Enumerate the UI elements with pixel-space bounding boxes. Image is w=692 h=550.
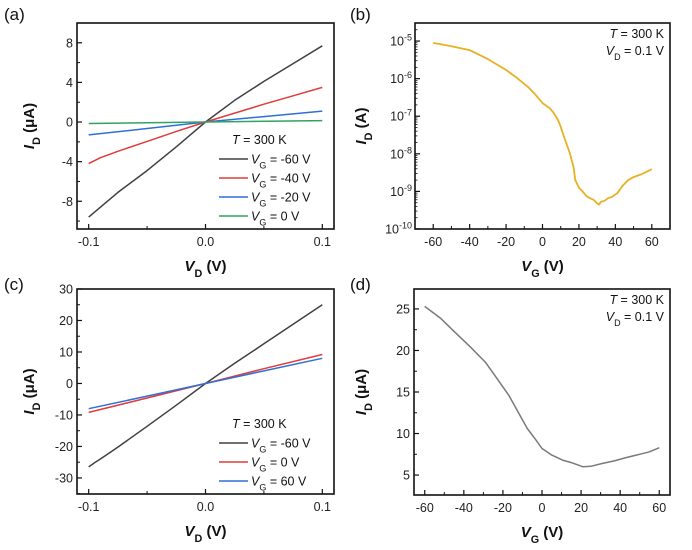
series-line-0 <box>424 305 660 468</box>
series-line-0 <box>433 42 653 206</box>
x-tick-label: -0.1 <box>78 235 100 249</box>
y-tick-label: 10-9 <box>390 183 412 199</box>
x-axis-title: VG (V) <box>521 258 564 280</box>
legend-label: VG = -20 V <box>251 191 311 209</box>
legend-label: VG = 0 V <box>251 456 300 474</box>
x-tick-label: -0.1 <box>78 500 100 514</box>
series-line-2 <box>88 357 323 410</box>
y-axis-title: ID (μA) <box>21 368 43 414</box>
y-tick-label: 20 <box>59 314 73 328</box>
series-line-0 <box>88 304 323 468</box>
panel-b: (b) -60 -40 -20 0 20 40 60 10-5 10-6 10-7 10-8 10-9 1… <box>350 5 671 280</box>
y-tick-label: 30 <box>59 283 73 297</box>
x-tick-label: 20 <box>574 501 588 515</box>
x-tick-label: -40 <box>455 501 473 515</box>
y-tick-label: -20 <box>55 440 73 454</box>
legend-label: VG = -40 V <box>251 172 311 190</box>
x-axis-title: VD (V) <box>185 258 227 280</box>
x-axis-title: VD (V) <box>185 523 227 545</box>
legend-title: T = 300 K <box>232 417 287 431</box>
y-tick-label: 5 <box>403 469 410 483</box>
x-tick-label: 40 <box>613 501 627 515</box>
x-tick-label: 40 <box>608 235 622 249</box>
y-tick-label: -8 <box>62 195 73 209</box>
legend-label: VG = -60 V <box>251 437 311 455</box>
annotation-drain-voltage: VD = 0.1 V <box>606 310 665 328</box>
x-tick-label: 60 <box>645 235 659 249</box>
annotation-temperature: T = 300 K <box>609 293 664 307</box>
y-tick-label: 20 <box>396 344 410 358</box>
x-tick-label: -60 <box>424 235 442 249</box>
legend-title: T = 300 K <box>232 133 287 147</box>
y-tick-label: 4 <box>66 76 73 90</box>
annotation-temperature: T = 300 K <box>609 27 664 41</box>
series-line-3 <box>88 119 323 125</box>
x-tick-label: -20 <box>494 501 512 515</box>
annotation-drain-voltage: VD = 0.1 V <box>606 44 665 62</box>
x-tick-label: 0 <box>539 235 546 249</box>
y-tick-label: -10 <box>55 408 73 422</box>
x-tick-label: 20 <box>572 235 586 249</box>
x-axis-title: VG (V) <box>521 524 564 546</box>
x-tick-label: -60 <box>416 501 434 515</box>
x-tick-label: 0 <box>539 501 546 515</box>
y-axis-title: ID (μA) <box>21 103 43 149</box>
series-line-0 <box>88 45 323 218</box>
y-tick-label: 0 <box>66 116 73 130</box>
x-tick-label: 0.1 <box>314 500 331 514</box>
y-tick-label: 10-8 <box>390 145 412 161</box>
x-tick-label: -40 <box>461 235 479 249</box>
x-tick-label: -20 <box>497 235 515 249</box>
legend-label: VG = 0 V <box>251 210 300 228</box>
y-tick-label: 10-5 <box>390 33 412 49</box>
panel-label: (d) <box>350 275 371 294</box>
x-tick-label: 0.0 <box>197 235 214 249</box>
y-tick-label: 10-10 <box>385 221 412 237</box>
panel-label: (a) <box>4 5 25 24</box>
y-tick-label: 8 <box>66 36 73 50</box>
y-tick-label: -4 <box>62 155 73 169</box>
y-tick-label: -30 <box>55 471 73 485</box>
legend-label: VG = 60 V <box>251 475 307 493</box>
y-tick-label: 10 <box>396 427 410 441</box>
x-tick-label: 0.0 <box>197 500 214 514</box>
y-tick-label: 10-7 <box>390 108 412 124</box>
y-tick-label: 10 <box>59 345 73 359</box>
y-tick-label: 0 <box>66 377 73 391</box>
panel-c: (c) -0.1 0.0 0.1 30 20 10 0 -10 -20 -30 VD (V) ID (μ… <box>4 275 335 545</box>
y-tick-label: 15 <box>396 386 410 400</box>
y-axis-title: ID (A) <box>353 108 375 145</box>
panel-label: (c) <box>4 275 24 294</box>
y-axis-title: ID (μA) <box>353 369 375 415</box>
x-tick-label: 60 <box>652 501 666 515</box>
series-line-1 <box>88 86 323 165</box>
panel-label: (b) <box>350 5 371 24</box>
legend-label: VG = -60 V <box>251 153 311 171</box>
panel-d: (d) -60 -40 -20 0 20 40 60 25 20 15 10 5 VG (V) ID (μA… <box>350 275 671 546</box>
x-tick-label: 0.1 <box>314 235 331 249</box>
panel-a: (a) -0.1 0.0 0.1 8 4 0 -4 -8 VD (V) ID (μA) T = 300… <box>4 5 335 280</box>
y-tick-label: 10-6 <box>390 70 412 86</box>
y-tick-label: 25 <box>396 302 410 316</box>
